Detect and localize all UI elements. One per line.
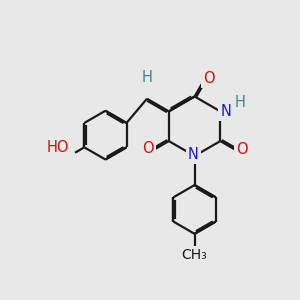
Text: O: O — [142, 141, 154, 156]
Text: N: N — [220, 104, 231, 119]
Text: HO: HO — [47, 140, 69, 155]
Text: CH₃: CH₃ — [182, 248, 208, 262]
Text: N: N — [188, 147, 199, 162]
Text: H: H — [235, 94, 246, 110]
Text: O: O — [236, 142, 248, 157]
Text: H: H — [142, 70, 152, 86]
Text: O: O — [203, 71, 215, 86]
